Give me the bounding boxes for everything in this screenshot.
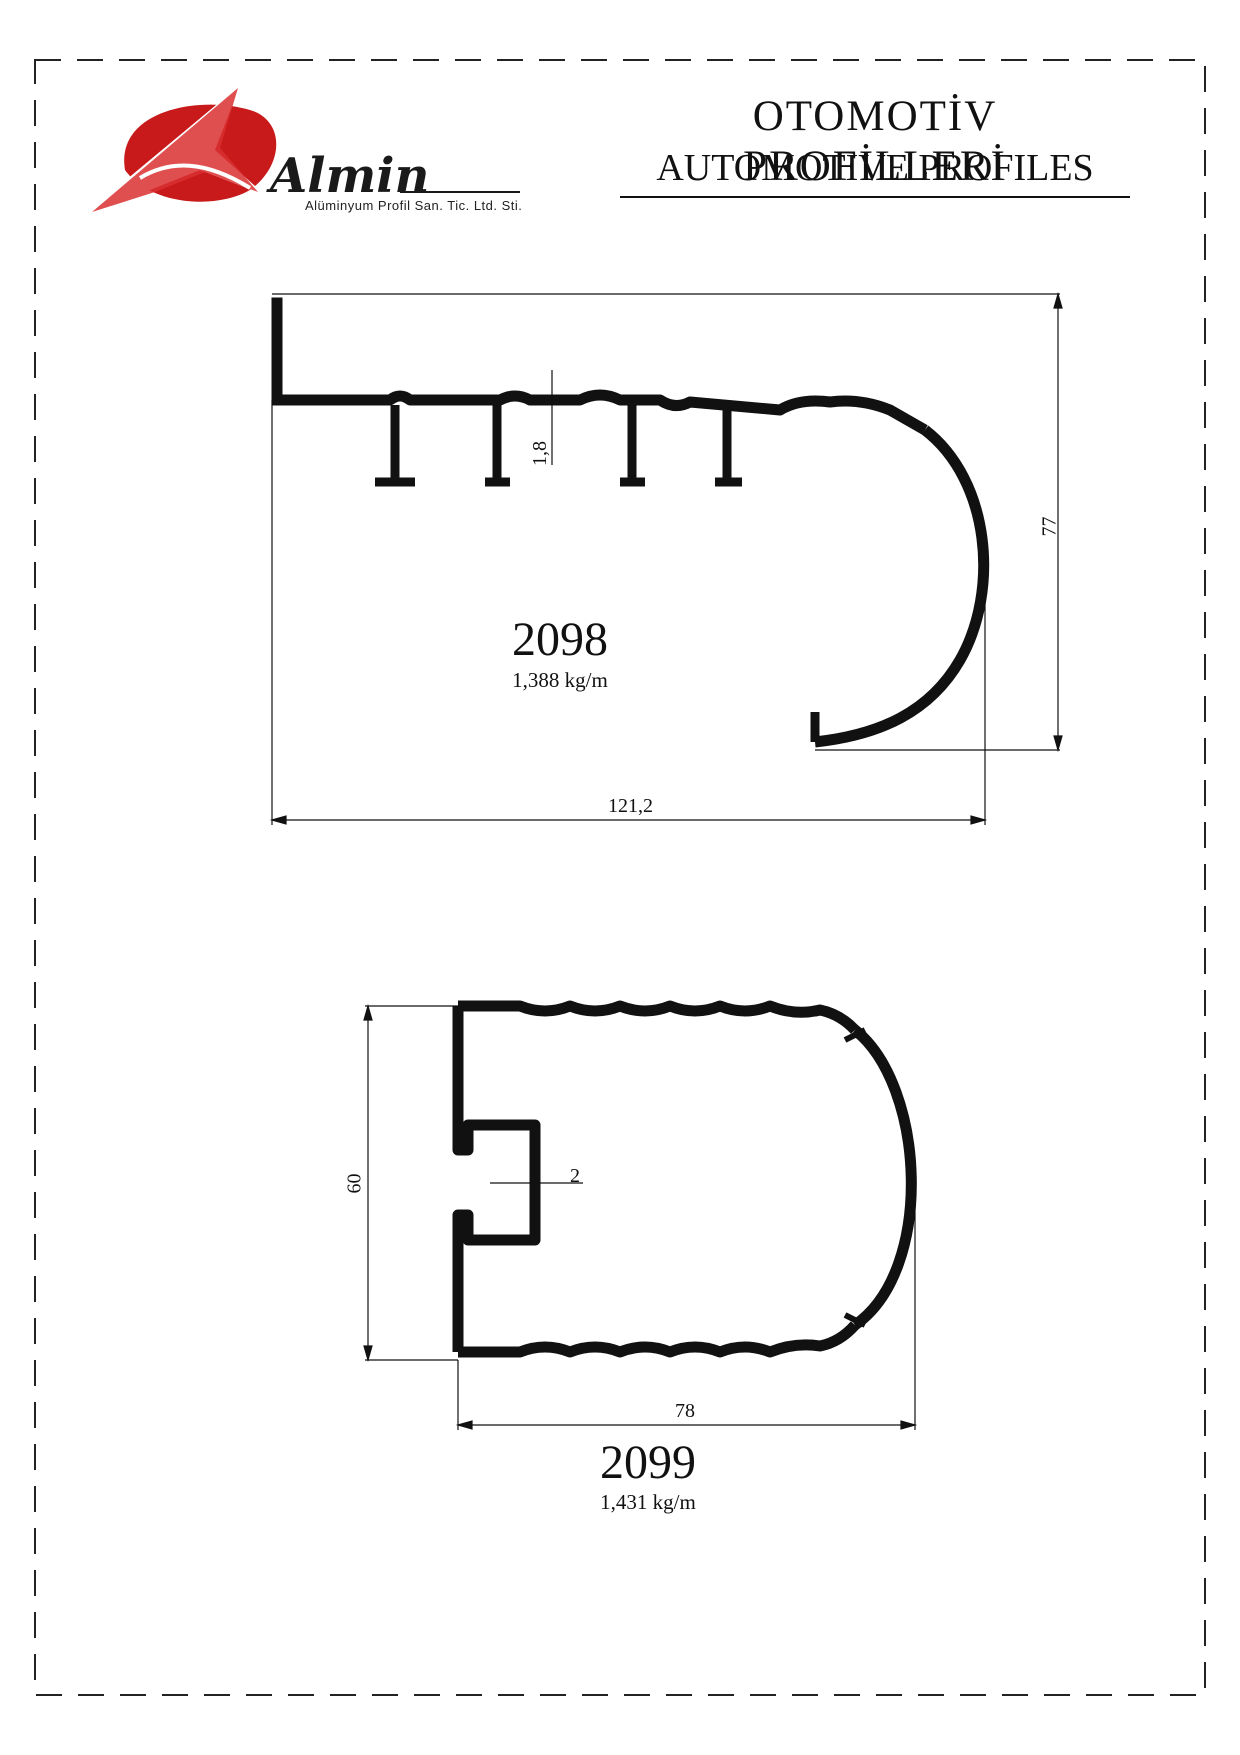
profile-2098-drawing xyxy=(269,291,1063,825)
profile-2099-drawing xyxy=(363,1000,918,1430)
title-english: AUTOMOTIVE PROFILES xyxy=(656,147,1094,189)
profile-weight-2098: 1,388 kg/m xyxy=(512,668,608,692)
dim-height-2099: 60 xyxy=(343,1173,366,1194)
dimension-lines-2098 xyxy=(269,291,1063,825)
company-name: Alüminyum Profil San. Tic. Ltd. Sti. xyxy=(305,198,523,213)
brand-name: Almin xyxy=(270,148,430,204)
title-turkish: OTOMOTİV PROFİLLERİ xyxy=(620,92,1130,198)
dimension-lines-2099 xyxy=(363,1003,918,1430)
profile-weight-2099: 1,431 kg/m xyxy=(600,1490,696,1514)
dim-width-2098: 121,2 xyxy=(608,795,653,817)
dim-height-2098: 77 xyxy=(1038,516,1061,537)
dim-width-2099: 78 xyxy=(675,1400,695,1422)
profile-code-2099: 2099 xyxy=(600,1436,696,1489)
almin-logo-icon xyxy=(90,85,520,212)
sheet-border xyxy=(34,59,1206,1696)
dim-thickness-2099: 2 xyxy=(570,1165,580,1187)
dim-thickness-2098: 1,8 xyxy=(529,441,551,466)
profile-code-2098: 2098 xyxy=(512,613,608,666)
